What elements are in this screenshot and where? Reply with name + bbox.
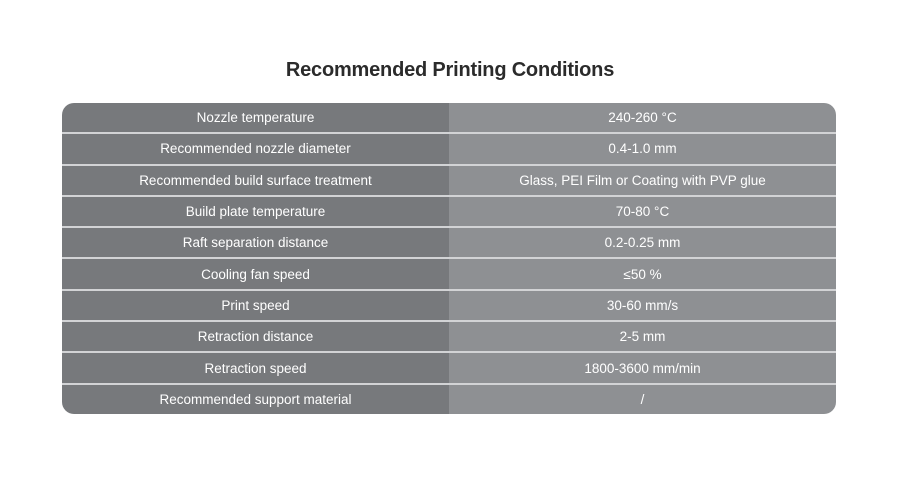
row-value: / <box>449 384 836 414</box>
row-value: ≤50 % <box>449 259 836 289</box>
table-row: Nozzle temperature 240-260 °C <box>62 103 836 133</box>
table-row: Recommended support material / <box>62 382 836 414</box>
table-row: Recommended build surface treatment Glass… <box>62 163 836 195</box>
page-title: Recommended Printing Conditions <box>285 59 615 81</box>
table-row: Retraction speed 1800-3600 mm/min <box>62 351 836 383</box>
row-label: Print speed <box>62 290 449 321</box>
printing-conditions-table: Nozzle temperature 240-260 °C Recommended… <box>62 103 836 414</box>
table-row: Build plate temperature 70-80 °C <box>62 194 836 227</box>
row-label: Recommended build surface treatment <box>62 165 449 195</box>
row-value: 0.4-1.0 mm <box>449 134 836 164</box>
table-row: Cooling fan speed ≤50 % <box>62 257 836 289</box>
row-value: 70-80 °C <box>449 196 836 227</box>
row-value: Glass, PEI Film or Coating with PVP glue <box>449 165 836 195</box>
table-row: Retraction distance 2-5 mm <box>62 320 836 352</box>
row-value: 30-60 mm/s <box>449 290 836 321</box>
row-label: Raft separation distance <box>62 228 449 258</box>
row-value: 2-5 mm <box>449 322 836 352</box>
row-value: 1800-3600 mm/min <box>449 353 836 383</box>
row-label: Cooling fan speed <box>62 259 449 289</box>
row-label: Build plate temperature <box>62 196 449 227</box>
table-row: Raft separation distance 0.2-0.25 mm <box>62 226 836 258</box>
row-label: Retraction speed <box>62 353 449 383</box>
row-value: 0.2-0.25 mm <box>449 228 836 258</box>
table-row: Recommended nozzle diameter 0.4-1.0 mm <box>62 132 836 164</box>
row-label: Retraction distance <box>62 322 449 352</box>
table-row: Print speed 30-60 mm/s <box>62 288 836 321</box>
row-label: Recommended nozzle diameter <box>62 134 449 164</box>
row-label: Recommended support material <box>62 384 449 414</box>
row-label: Nozzle temperature <box>62 103 449 133</box>
row-value: 240-260 °C <box>449 103 836 133</box>
